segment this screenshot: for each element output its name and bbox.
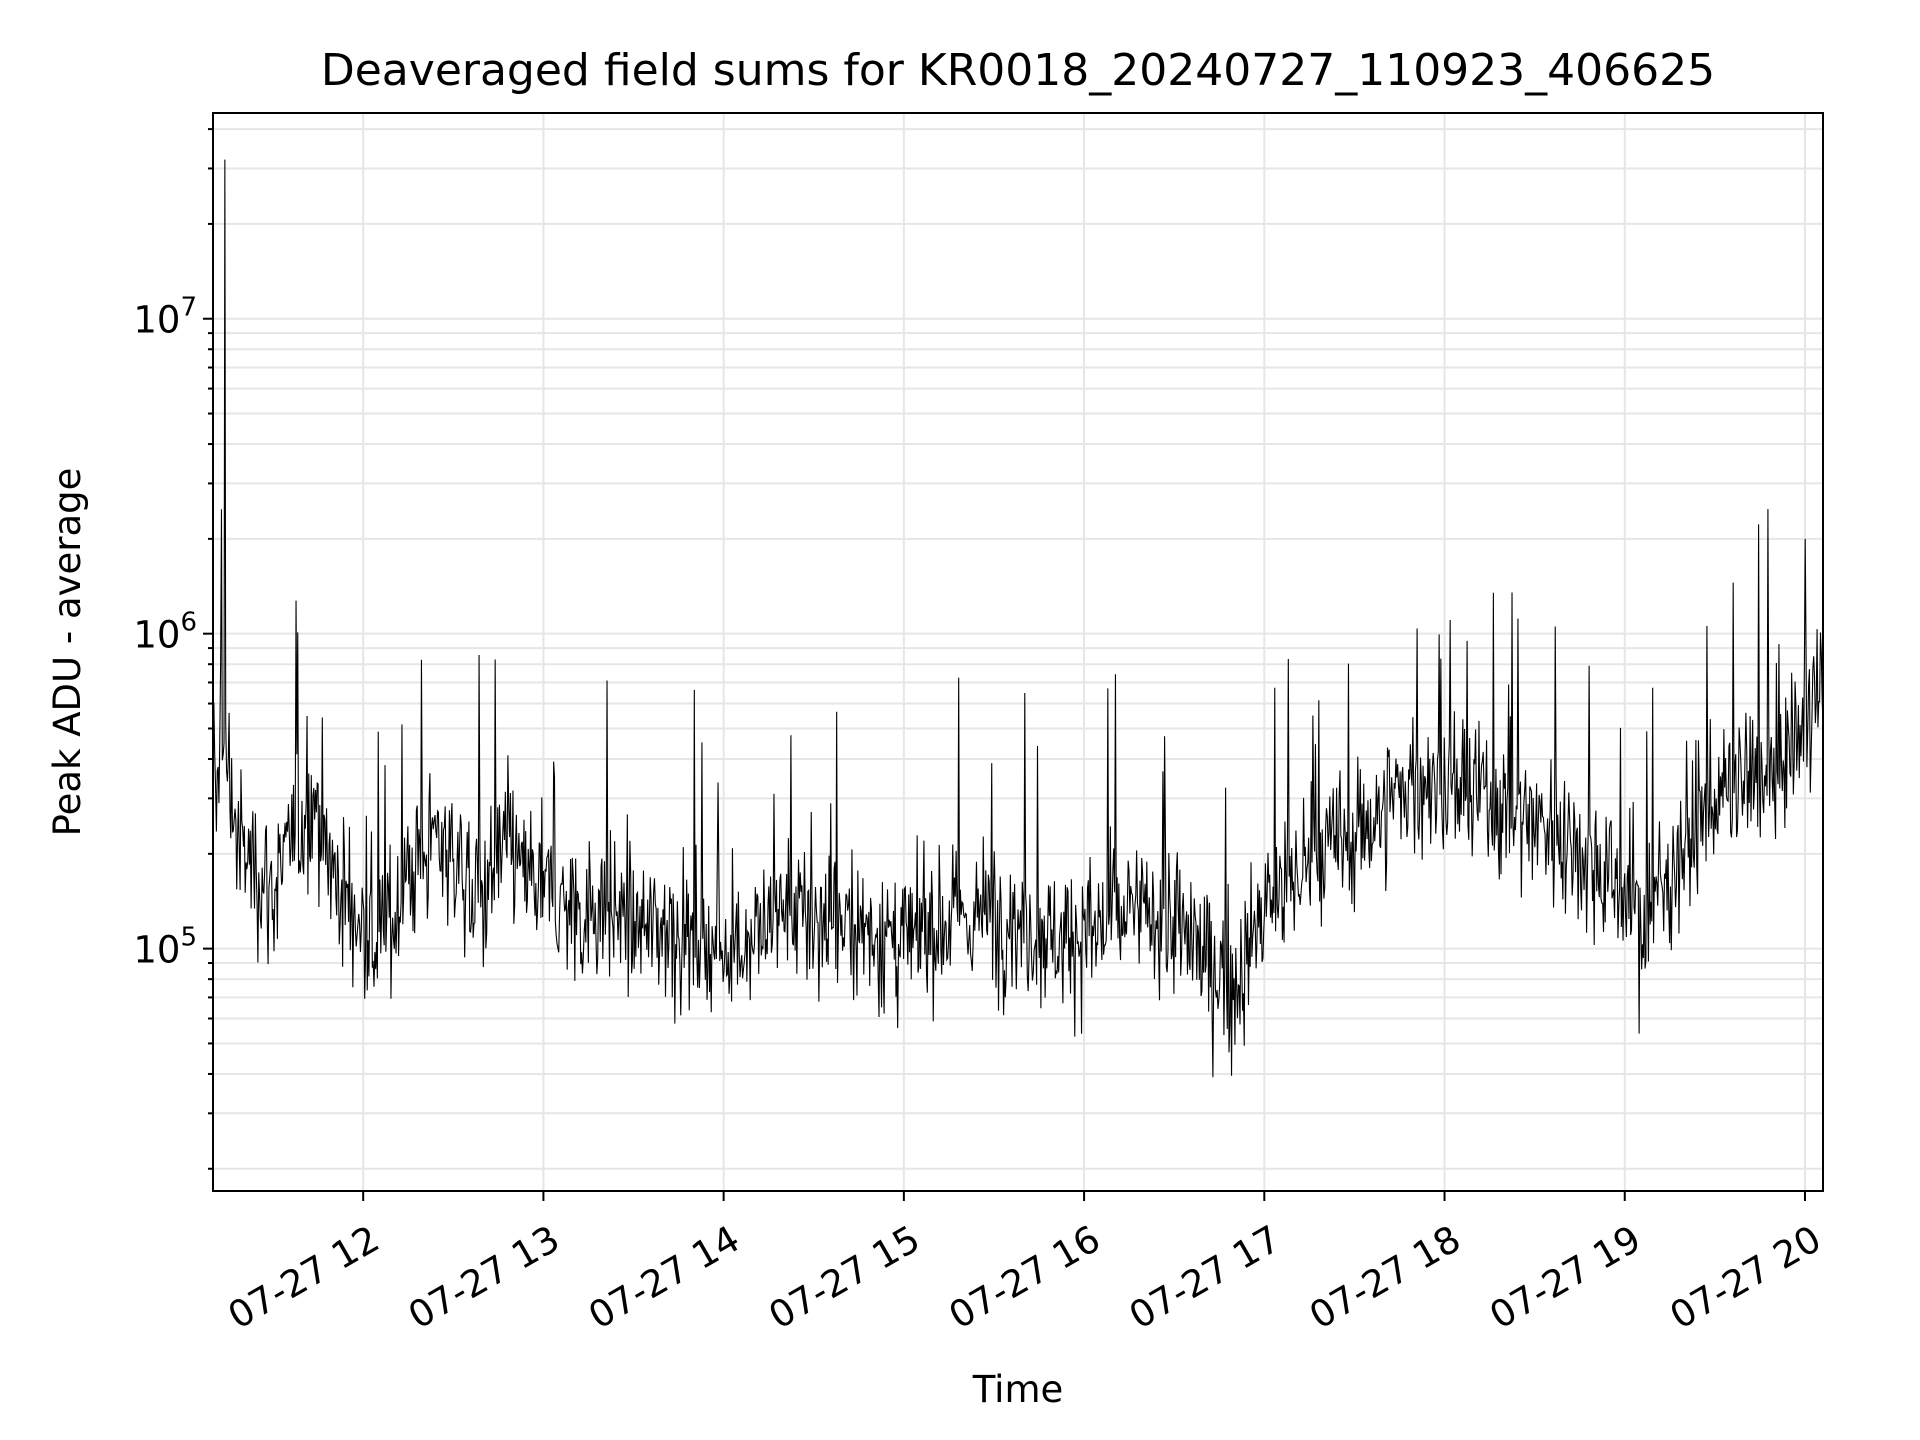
y-tick-label-base: 10 bbox=[133, 299, 180, 342]
x-axis-label: Time bbox=[972, 1368, 1064, 1411]
plot-frame bbox=[212, 112, 1824, 1192]
y-tick-label-exponent: 6 bbox=[180, 608, 197, 638]
y-tick-label-base: 10 bbox=[133, 614, 180, 657]
y-axis-label: Peak ADU - average bbox=[46, 468, 89, 837]
y-tick-label: 106 bbox=[133, 608, 197, 657]
y-tick-label: 107 bbox=[133, 293, 197, 342]
data-lines bbox=[212, 159, 1824, 1078]
plot-area-background bbox=[213, 113, 1823, 1191]
series-line bbox=[212, 159, 1824, 1078]
y-tick-label: 105 bbox=[133, 923, 197, 972]
y-tick-label-base: 10 bbox=[133, 929, 180, 972]
y-tick-label-exponent: 7 bbox=[180, 293, 197, 323]
chart-title: Deaveraged field sums for KR0018_2024072… bbox=[321, 45, 1715, 96]
y-tick-label-exponent: 5 bbox=[180, 923, 197, 953]
